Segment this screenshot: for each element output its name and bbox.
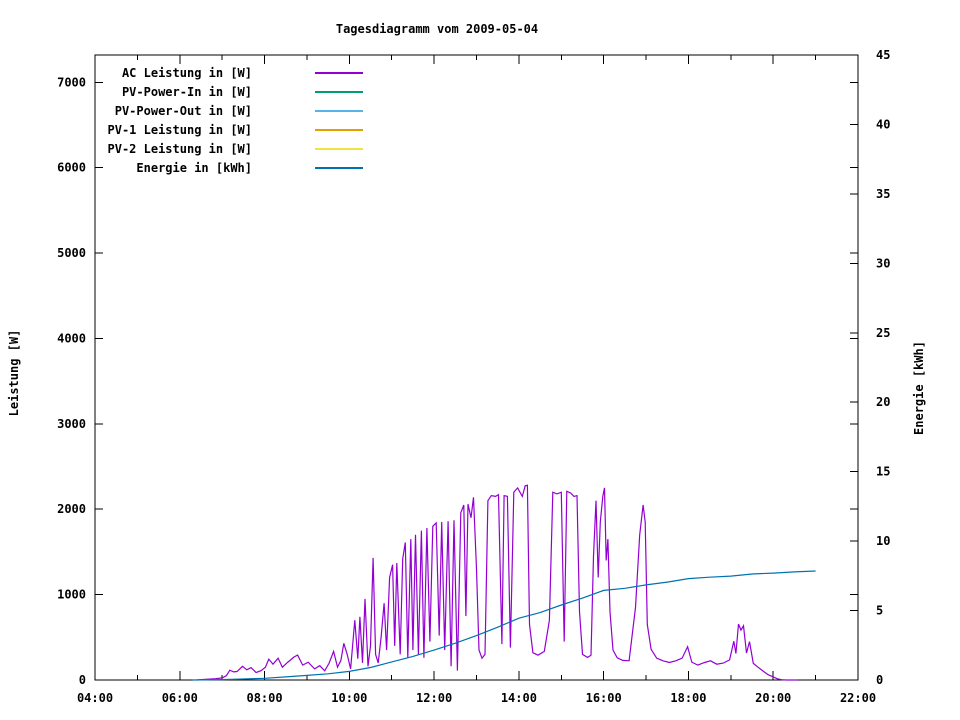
y-right-tick-label: 35 [876, 187, 890, 201]
left-axis-title: Leistung [W] [7, 329, 21, 417]
legend-swatch [315, 128, 363, 131]
legend-item-4: PV-2 Leistung in [W] [95, 139, 363, 158]
y-left-tick-label: 1000 [57, 588, 86, 602]
y-left-tick-label: 0 [79, 673, 86, 687]
legend-item-3: PV-1 Leistung in [W] [95, 120, 363, 139]
legend-swatch [315, 166, 363, 169]
y-right-tick-label: 30 [876, 256, 890, 270]
legend-swatch [315, 71, 363, 74]
right-axis-title: Energie [kWh] [912, 341, 926, 435]
y-right-tick-label: 45 [876, 48, 890, 62]
legend-label: Energie in [kWh] [136, 160, 252, 175]
x-tick-label: 12:00 [416, 691, 452, 705]
legend-label: PV-Power-Out in [W] [114, 103, 252, 118]
x-tick-label: 18:00 [670, 691, 706, 705]
x-tick-label: 06:00 [162, 691, 198, 705]
legend-item-5: Energie in [kWh] [95, 158, 363, 177]
legend-swatch [315, 90, 363, 93]
x-tick-label: 04:00 [77, 691, 113, 705]
y-right-tick-label: 15 [876, 465, 890, 479]
y-right-tick-label: 40 [876, 117, 890, 131]
y-left-tick-label: 6000 [57, 161, 86, 175]
legend-label: PV-2 Leistung in [W] [107, 141, 253, 156]
series-energie [192, 570, 816, 681]
legend-swatch [315, 109, 363, 112]
y-left-tick-label: 3000 [57, 417, 86, 431]
y-right-tick-label: 10 [876, 534, 890, 548]
y-right-tick-label: 25 [876, 326, 890, 340]
y-left-tick-label: 7000 [57, 75, 86, 89]
y-left-tick-label: 4000 [57, 331, 86, 345]
y-left-tick-label: 2000 [57, 502, 86, 516]
x-tick-label: 10:00 [331, 691, 367, 705]
legend-label: PV-Power-In in [W] [121, 84, 252, 99]
x-tick-label: 22:00 [840, 691, 876, 705]
legend-item-1: PV-Power-In in [W] [95, 82, 363, 101]
y-left-tick-label: 5000 [57, 246, 86, 260]
series-ac-leistung [196, 484, 798, 681]
legend-swatch [315, 147, 363, 150]
legend-item-0: AC Leistung in [W] [95, 63, 363, 82]
x-tick-label: 14:00 [501, 691, 537, 705]
x-tick-label: 08:00 [246, 691, 282, 705]
y-right-tick-label: 0 [876, 673, 883, 687]
x-tick-label: 20:00 [755, 691, 791, 705]
x-tick-label: 16:00 [586, 691, 622, 705]
legend-label: AC Leistung in [W] [121, 65, 252, 80]
tick-labels: 04:00 06:00 08:00 10:00 12:00 14:00 16:00 18:00… [57, 48, 890, 705]
legend-label: PV-1 Leistung in [W] [107, 122, 253, 137]
y-right-tick-label: 20 [876, 395, 890, 409]
y-right-tick-label: 5 [876, 604, 883, 618]
legend: AC Leistung in [W] PV-Power-In in [W] PV-P… [95, 63, 363, 177]
legend-item-2: PV-Power-Out in [W] [95, 101, 363, 120]
chart-title: Tagesdiagramm vom 2009-05-04 [335, 22, 539, 36]
